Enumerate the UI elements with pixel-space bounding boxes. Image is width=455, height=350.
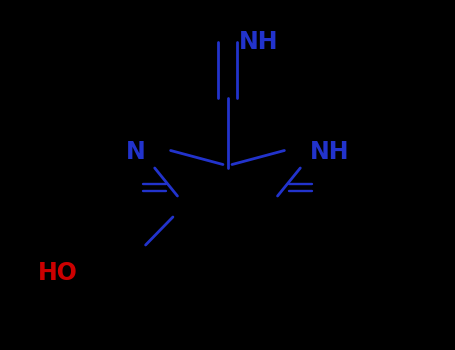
Text: NH: NH — [239, 30, 278, 54]
Text: NH: NH — [309, 140, 349, 164]
Text: N: N — [126, 140, 146, 164]
Text: HO: HO — [37, 261, 77, 285]
